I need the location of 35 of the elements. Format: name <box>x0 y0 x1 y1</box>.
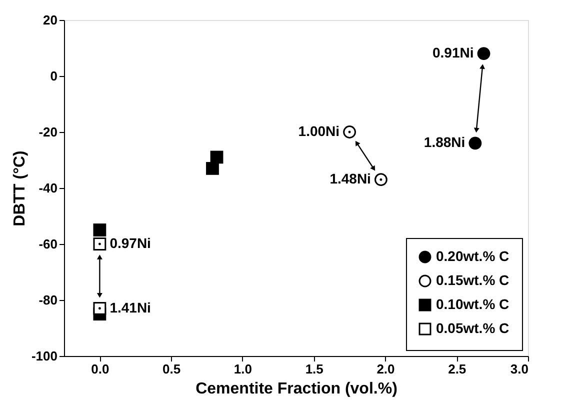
point <box>374 173 388 186</box>
y-tick-label: 20 <box>43 12 58 28</box>
legend-label: 0.05wt.% C <box>436 320 510 336</box>
y-tick-label: 0 <box>50 68 58 84</box>
point <box>468 136 482 150</box>
x-tick-label: 0.5 <box>162 362 181 376</box>
legend-label: 0.10wt.% C <box>436 296 510 312</box>
x-tick-label: 3.0 <box>510 362 528 376</box>
x-tick-label: 0.0 <box>91 362 110 376</box>
y-axis-title: DBTT (°C) <box>11 150 28 226</box>
point <box>477 47 490 60</box>
y-tick-label: -20 <box>38 124 58 140</box>
annotation: 1.88Ni <box>424 134 466 150</box>
y-tick-label: -60 <box>38 236 58 252</box>
x-tick-label: 2.5 <box>448 362 466 376</box>
point <box>206 162 219 175</box>
point <box>93 224 106 236</box>
x-tick-label: 1.5 <box>305 362 324 376</box>
y-tick-label: -40 <box>38 180 58 196</box>
annotation: 1.48Ni <box>330 170 371 187</box>
annotation: 0.97Ni <box>110 235 151 251</box>
point <box>93 238 106 250</box>
annotation: 1.00Ni <box>298 123 340 139</box>
x-tick-label: 2.0 <box>376 362 395 376</box>
legend-label: 0.15wt.% C <box>436 272 510 288</box>
annotation: 0.91Ni <box>432 44 474 61</box>
point <box>343 126 356 138</box>
y-tick-label: -100 <box>31 348 58 364</box>
point <box>210 150 224 164</box>
legend-label: 0.20wt.% C <box>436 248 510 264</box>
y-tick-label: -80 <box>38 292 58 308</box>
annotation: 1.41Ni <box>110 299 151 316</box>
x-tick-label: 1.0 <box>234 362 252 376</box>
point <box>93 302 106 315</box>
x-axis-title: Cementite Fraction (vol.%) <box>196 380 398 398</box>
